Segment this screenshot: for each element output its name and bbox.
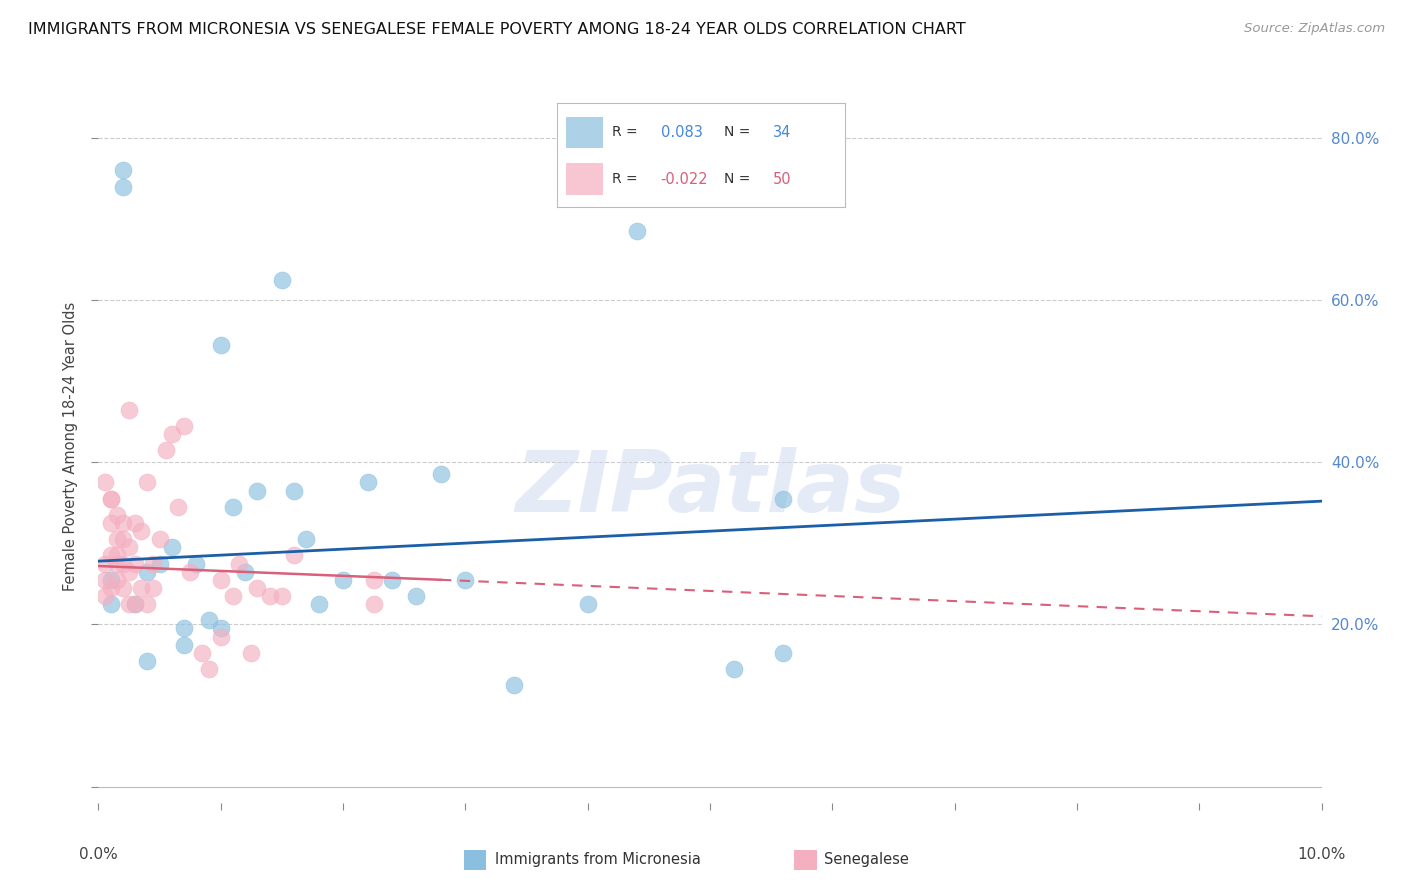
Point xyxy=(124,516,146,530)
Point xyxy=(142,557,165,571)
Text: Immigrants from Micronesia: Immigrants from Micronesia xyxy=(495,853,700,867)
Point xyxy=(111,179,134,194)
Point xyxy=(259,589,281,603)
Point xyxy=(149,533,172,547)
Point xyxy=(155,443,177,458)
Point xyxy=(179,565,201,579)
Text: Source: ZipAtlas.com: Source: ZipAtlas.com xyxy=(1244,22,1385,36)
Point xyxy=(363,573,385,587)
Point xyxy=(576,597,599,611)
Text: 0.0%: 0.0% xyxy=(79,847,118,863)
Point xyxy=(124,597,146,611)
Point xyxy=(160,426,183,441)
Text: 10.0%: 10.0% xyxy=(1298,847,1346,863)
Point xyxy=(240,646,263,660)
Point xyxy=(209,622,232,636)
Point xyxy=(186,557,208,571)
Point xyxy=(381,573,404,587)
Point xyxy=(270,273,292,287)
Text: IMMIGRANTS FROM MICRONESIA VS SENEGALESE FEMALE POVERTY AMONG 18-24 YEAR OLDS CO: IMMIGRANTS FROM MICRONESIA VS SENEGALESE… xyxy=(28,22,966,37)
Point xyxy=(93,557,115,571)
Point xyxy=(173,638,195,652)
Point xyxy=(105,557,128,571)
Point xyxy=(136,597,159,611)
Point xyxy=(111,557,134,571)
Text: ZIPatlas: ZIPatlas xyxy=(515,447,905,531)
Point xyxy=(167,500,190,514)
Point xyxy=(295,533,318,547)
Point xyxy=(124,597,146,611)
Point xyxy=(118,402,141,417)
Point xyxy=(332,573,354,587)
Point xyxy=(191,646,214,660)
Point xyxy=(197,662,219,676)
Point xyxy=(93,573,115,587)
Point xyxy=(142,581,165,595)
Point xyxy=(363,597,385,611)
Point xyxy=(454,573,477,587)
Point xyxy=(430,467,453,482)
Point xyxy=(93,589,115,603)
Point xyxy=(283,549,305,563)
Point xyxy=(356,475,378,490)
Point xyxy=(136,654,159,668)
Point xyxy=(246,581,269,595)
Point xyxy=(100,491,122,506)
Point xyxy=(405,589,427,603)
Point xyxy=(149,557,172,571)
Point xyxy=(222,589,245,603)
Point xyxy=(129,581,152,595)
Point xyxy=(209,337,232,351)
Point xyxy=(93,475,115,490)
Point xyxy=(100,573,122,587)
Y-axis label: Female Poverty Among 18-24 Year Olds: Female Poverty Among 18-24 Year Olds xyxy=(63,301,79,591)
Point xyxy=(136,565,159,579)
Point xyxy=(160,541,183,555)
Point xyxy=(228,557,250,571)
Point xyxy=(772,646,794,660)
Point xyxy=(105,533,128,547)
Point xyxy=(626,224,648,238)
Point xyxy=(118,541,141,555)
Point xyxy=(129,524,152,538)
Point xyxy=(124,557,146,571)
Point xyxy=(100,516,122,530)
Point xyxy=(503,678,526,692)
Point xyxy=(105,508,128,522)
Point xyxy=(772,491,794,506)
Point xyxy=(246,483,269,498)
Point xyxy=(100,549,122,563)
Point xyxy=(173,622,195,636)
Point xyxy=(118,565,141,579)
Point xyxy=(283,483,305,498)
Point xyxy=(136,475,159,490)
Point xyxy=(209,630,232,644)
Point xyxy=(209,573,232,587)
Point xyxy=(233,565,256,579)
Point xyxy=(100,491,122,506)
Point xyxy=(118,597,141,611)
Point xyxy=(270,589,292,603)
Point xyxy=(723,662,745,676)
Point xyxy=(308,597,330,611)
Point xyxy=(111,163,134,178)
Point xyxy=(100,581,122,595)
Point xyxy=(111,533,134,547)
Point xyxy=(105,549,128,563)
Point xyxy=(197,613,219,627)
Text: Senegalese: Senegalese xyxy=(824,853,908,867)
Point xyxy=(100,597,122,611)
Point xyxy=(111,516,134,530)
Point xyxy=(173,418,195,433)
Point xyxy=(105,573,128,587)
Point xyxy=(111,581,134,595)
Point xyxy=(222,500,245,514)
